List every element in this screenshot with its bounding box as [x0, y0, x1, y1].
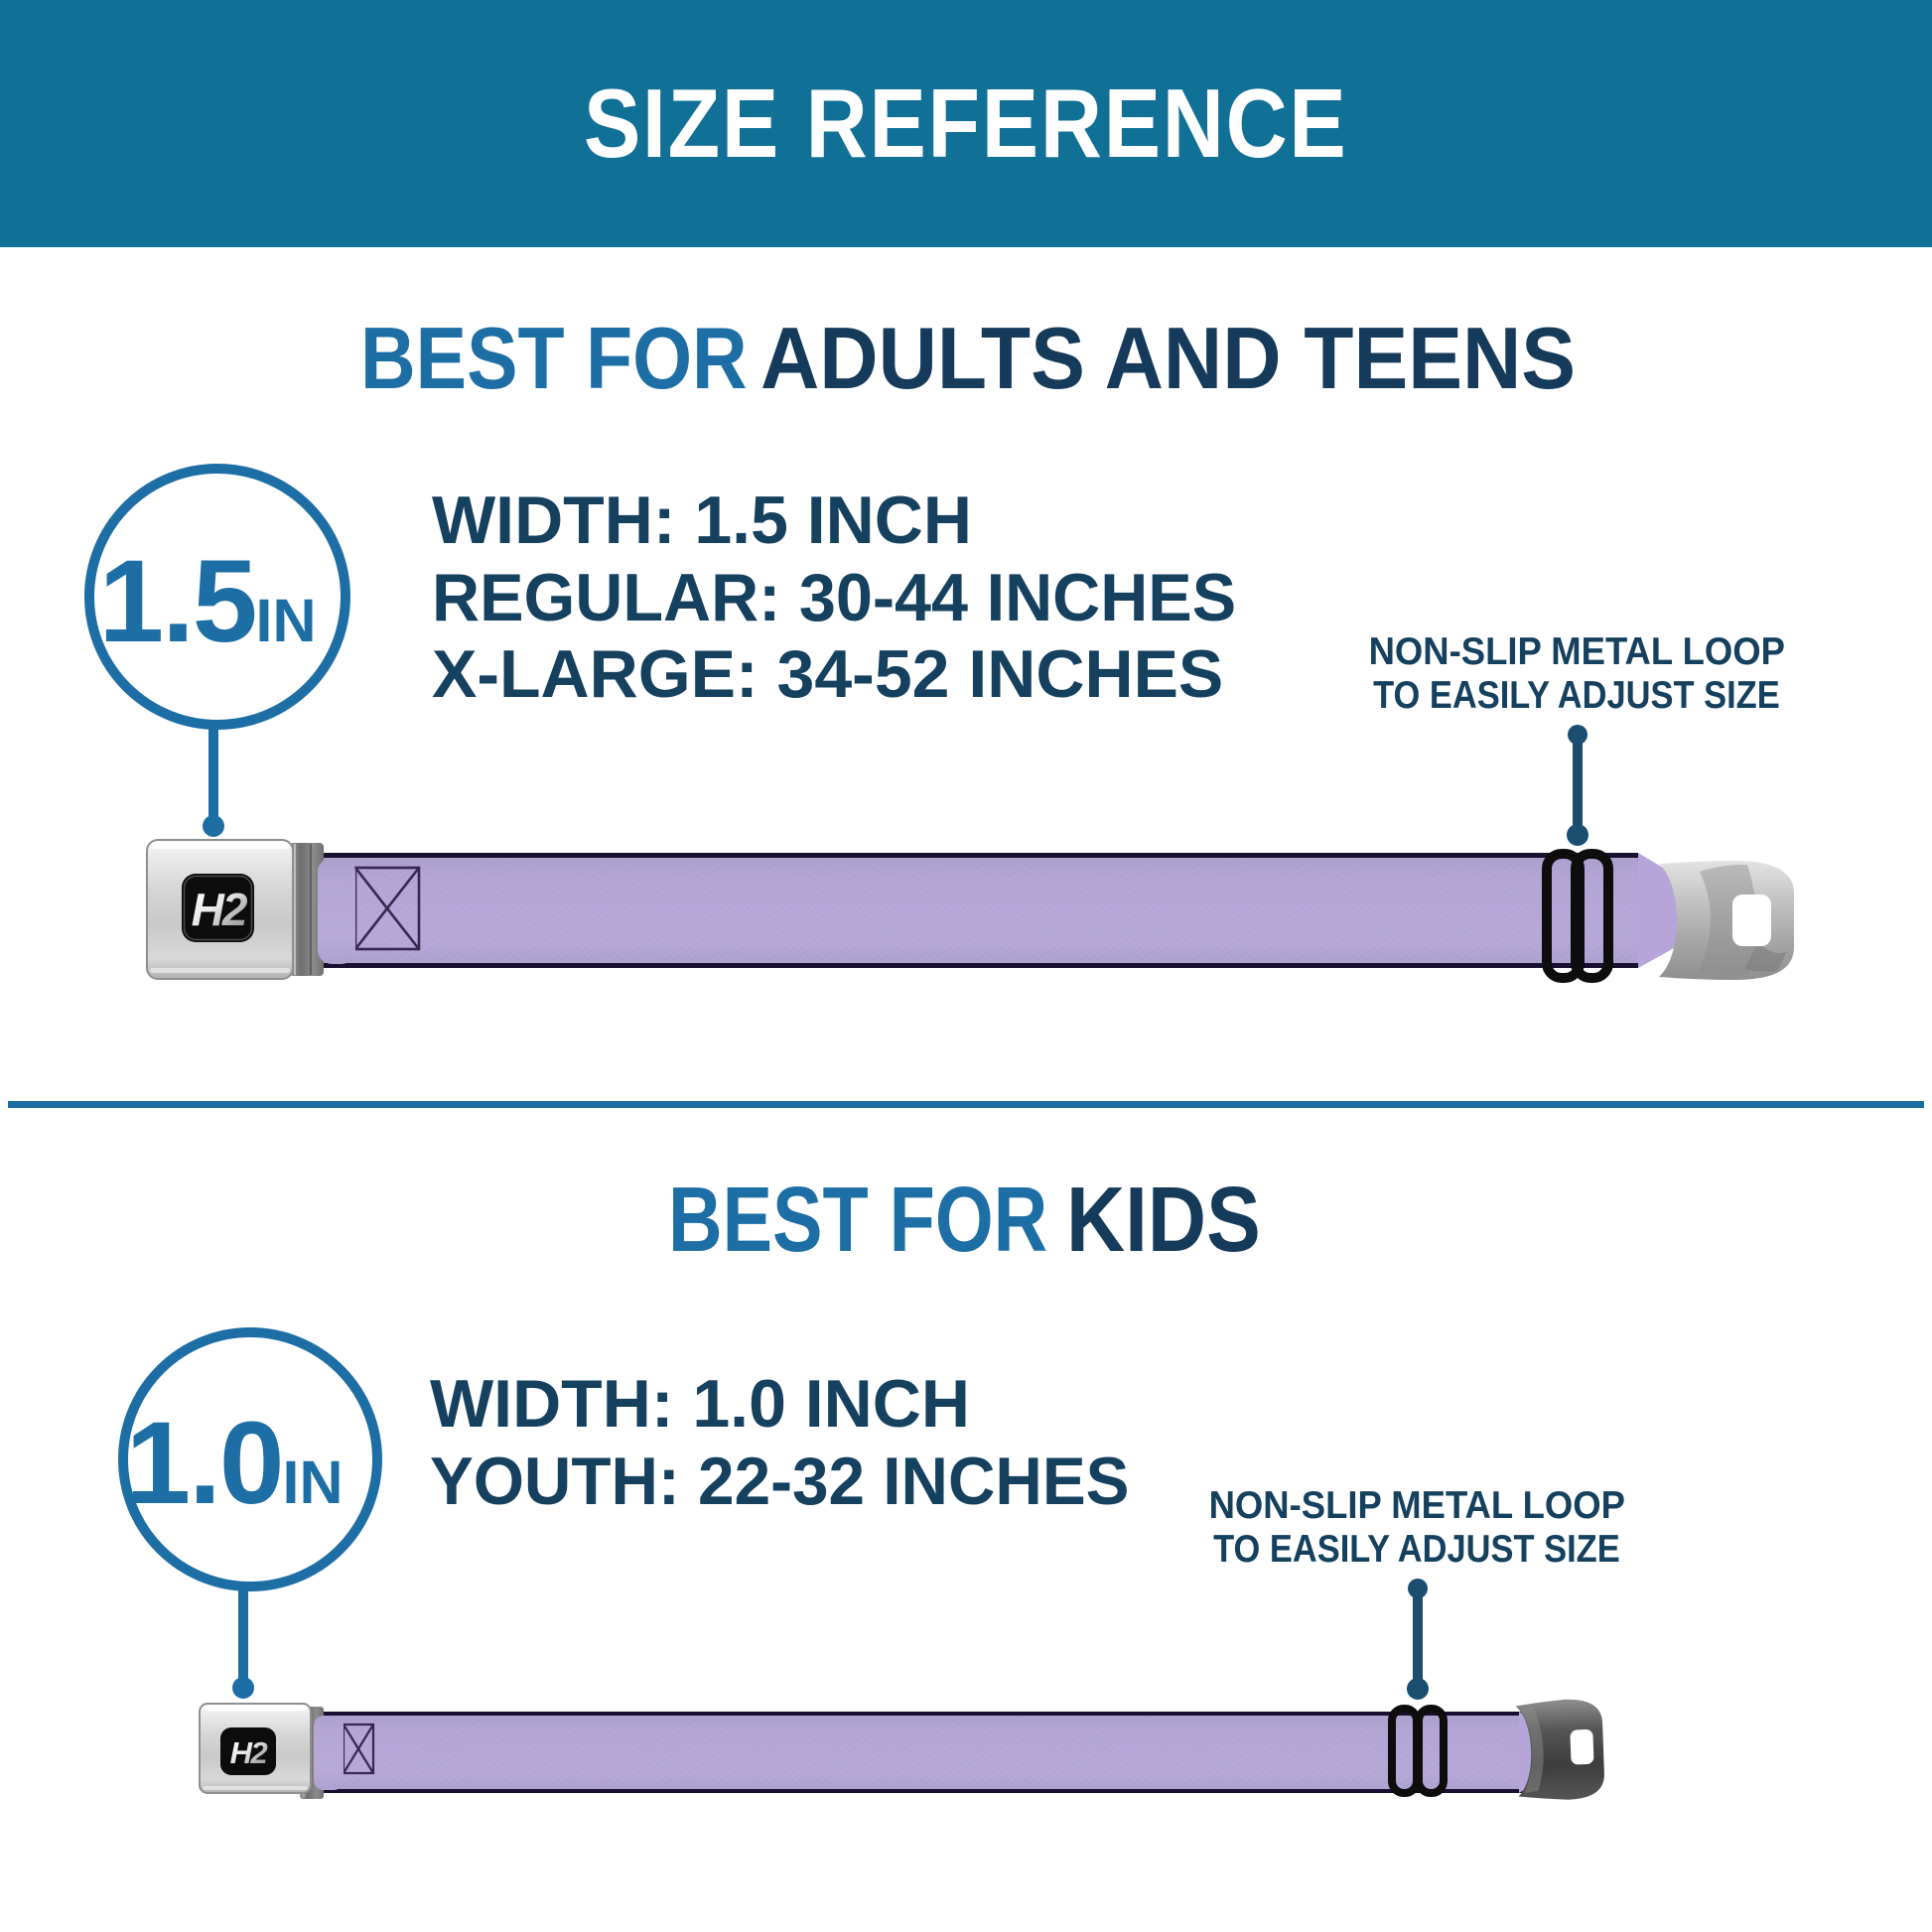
svg-text:H2: H2 — [192, 884, 248, 935]
svg-text:H2: H2 — [230, 1735, 268, 1770]
